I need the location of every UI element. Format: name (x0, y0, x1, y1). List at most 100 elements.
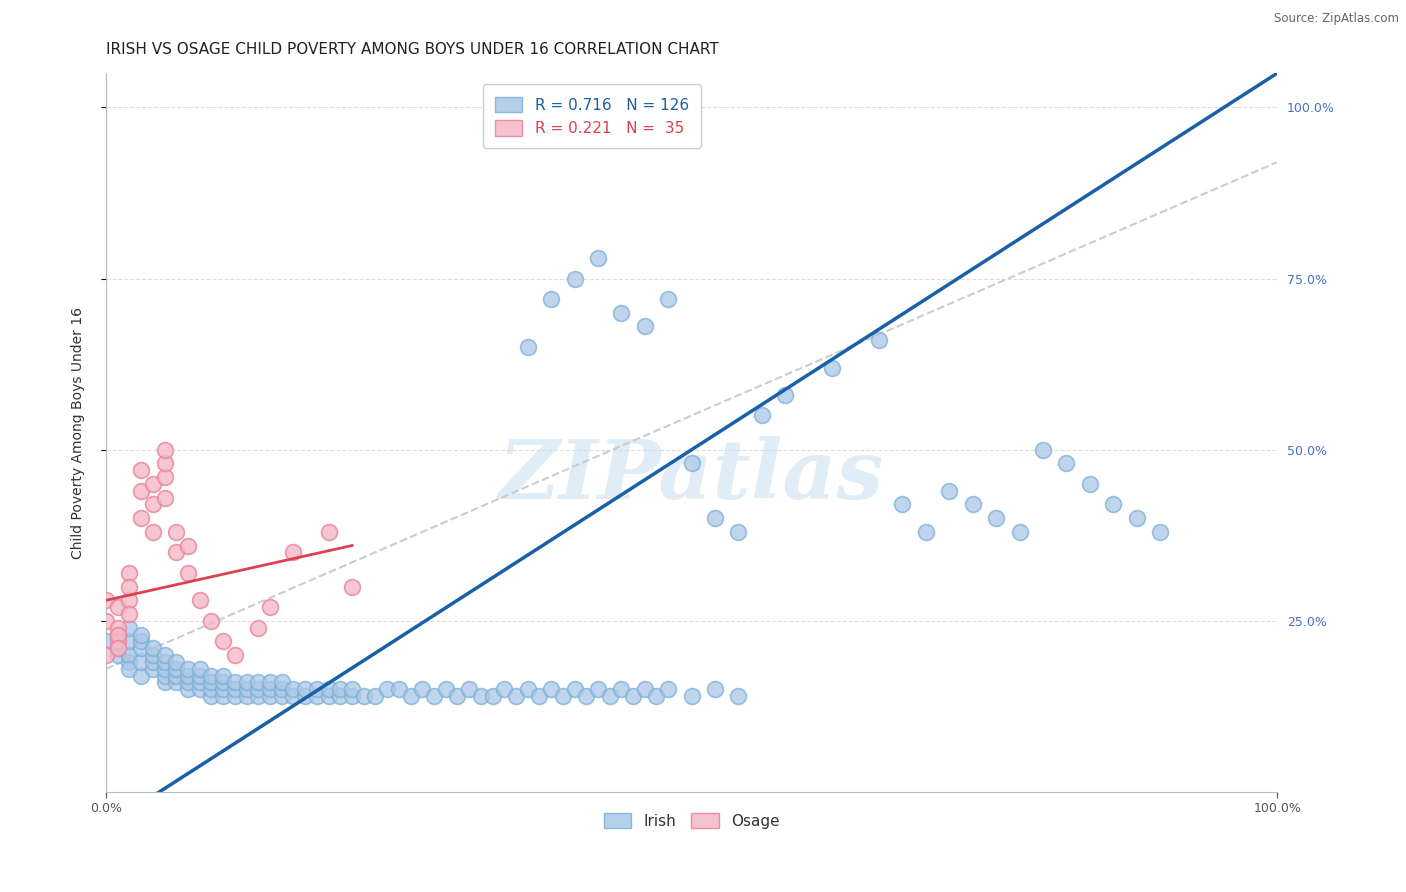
Point (118, 580, 141, 594)
Point (153, 456, 176, 470)
Point (118, 593, 141, 607)
Point (283, 689, 305, 703)
Point (177, 668, 200, 682)
Point (129, 483, 152, 498)
Point (305, 682, 328, 697)
Point (235, 682, 257, 697)
Point (129, 511, 152, 525)
Point (200, 682, 222, 697)
Point (153, 655, 176, 669)
Text: IRISH VS OSAGE CHILD POVERTY AMONG BOYS UNDER 16 CORRELATION CHART: IRISH VS OSAGE CHILD POVERTY AMONG BOYS … (105, 42, 718, 57)
Point (318, 689, 340, 703)
Point (153, 668, 176, 682)
Point (200, 675, 222, 690)
Point (446, 689, 468, 703)
Point (353, 689, 375, 703)
Text: ZIPatlas: ZIPatlas (499, 435, 884, 516)
Point (423, 689, 446, 703)
Point (94, 614, 117, 628)
Point (821, 360, 844, 375)
Point (564, 682, 586, 697)
Point (259, 600, 281, 615)
Point (188, 668, 211, 682)
Text: Source: ZipAtlas.com: Source: ZipAtlas.com (1274, 12, 1399, 25)
Point (610, 682, 633, 697)
Point (142, 524, 165, 539)
Point (364, 689, 387, 703)
Point (540, 682, 562, 697)
Point (165, 545, 187, 559)
Point (1102, 498, 1125, 512)
Point (505, 689, 527, 703)
Point (129, 641, 152, 656)
Point (481, 689, 503, 703)
Point (212, 682, 235, 697)
Point (458, 682, 481, 697)
Point (118, 621, 141, 635)
Point (107, 627, 129, 641)
Point (270, 675, 292, 690)
Point (529, 689, 551, 703)
Point (153, 491, 176, 505)
Point (259, 675, 281, 690)
Point (94, 648, 117, 662)
Point (599, 689, 621, 703)
Point (107, 600, 129, 615)
Point (200, 614, 222, 628)
Point (107, 641, 129, 656)
Point (129, 634, 152, 648)
Point (177, 675, 200, 690)
Point (1078, 477, 1101, 491)
Point (727, 524, 749, 539)
Point (516, 340, 538, 354)
Point (165, 662, 187, 676)
Point (94, 593, 117, 607)
Point (212, 675, 235, 690)
Point (247, 675, 270, 690)
Point (1125, 511, 1147, 525)
Point (634, 682, 657, 697)
Point (200, 689, 222, 703)
Point (107, 627, 129, 641)
Point (165, 675, 187, 690)
Point (118, 566, 141, 580)
Point (775, 388, 797, 402)
Point (411, 682, 433, 697)
Point (259, 682, 281, 697)
Point (375, 682, 398, 697)
Point (118, 634, 141, 648)
Point (224, 682, 246, 697)
Point (340, 580, 363, 594)
Point (129, 655, 152, 669)
Point (212, 634, 235, 648)
Point (540, 292, 562, 306)
Point (305, 689, 328, 703)
Point (177, 662, 200, 676)
Point (118, 648, 141, 662)
Point (142, 477, 165, 491)
Point (153, 442, 176, 457)
Point (153, 675, 176, 690)
Point (657, 292, 679, 306)
Point (575, 689, 598, 703)
Point (681, 689, 703, 703)
Point (399, 689, 422, 703)
Point (107, 621, 129, 635)
Point (1149, 524, 1171, 539)
Point (388, 682, 411, 697)
Y-axis label: Child Poverty Among Boys Under 16: Child Poverty Among Boys Under 16 (72, 307, 86, 558)
Point (868, 333, 890, 347)
Point (224, 648, 246, 662)
Point (153, 648, 176, 662)
Point (142, 641, 165, 656)
Point (118, 655, 141, 669)
Point (188, 682, 211, 697)
Point (177, 682, 200, 697)
Point (1008, 524, 1031, 539)
Point (153, 662, 176, 676)
Point (318, 524, 340, 539)
Point (165, 524, 187, 539)
Point (564, 271, 586, 285)
Point (586, 682, 609, 697)
Point (340, 689, 363, 703)
